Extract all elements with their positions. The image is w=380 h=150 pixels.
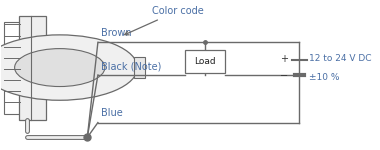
Text: Color code: Color code xyxy=(125,6,203,35)
Text: Load: Load xyxy=(194,57,216,66)
FancyBboxPatch shape xyxy=(134,57,144,78)
Text: Brown: Brown xyxy=(101,28,132,38)
Text: Black (Note): Black (Note) xyxy=(101,61,162,71)
Text: +: + xyxy=(280,54,288,64)
Circle shape xyxy=(14,49,105,87)
Text: Blue: Blue xyxy=(101,108,123,118)
FancyBboxPatch shape xyxy=(19,16,46,120)
Circle shape xyxy=(0,35,138,100)
Text: −: − xyxy=(280,71,288,81)
FancyBboxPatch shape xyxy=(185,51,225,73)
Text: 12 to 24 V DC: 12 to 24 V DC xyxy=(309,54,372,63)
Text: ±10 %: ±10 % xyxy=(309,74,340,82)
